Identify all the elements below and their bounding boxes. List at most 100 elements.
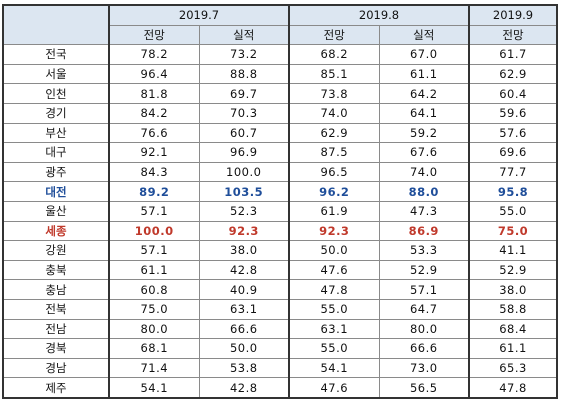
region-cell: 전남 [2,318,110,340]
value-cell: 95.8 [468,181,558,202]
region-cell: 경남 [2,357,110,379]
value-cell: 57.1 [108,240,200,261]
table-body: 2019.7 2019.8 2019.9 전망 실적 전망 실적 전망 전국 78… [2,3,558,399]
value-cell: 70.3 [198,102,290,124]
month-header-2019-9: 2019.9 [468,3,558,26]
value-cell: 38.0 [198,240,290,261]
value-cell: 87.5 [288,142,380,163]
value-cell: 57.1 [108,200,200,222]
value-cell: 69.6 [468,142,558,163]
value-cell: 68.2 [288,44,380,65]
value-cell: 81.8 [108,83,200,104]
value-cell: 52.9 [468,259,558,281]
sub-header-actual: 실적 [198,24,290,46]
value-cell: 64.1 [378,102,470,124]
value-cell: 60.7 [198,122,290,144]
value-cell: 40.9 [198,279,290,300]
value-cell: 55.0 [468,200,558,222]
value-cell: 80.0 [378,318,470,340]
table-row: 세종 100.0 92.3 92.3 86.9 75.0 [2,220,558,242]
value-cell: 73.8 [288,83,380,104]
table-row: 충남 60.8 40.9 47.8 57.1 38.0 [2,279,558,300]
value-cell: 50.0 [198,338,290,359]
value-cell: 75.0 [108,298,200,320]
value-cell: 85.1 [288,63,380,85]
value-cell: 69.7 [198,83,290,104]
table-row: 전국 78.2 73.2 68.2 67.0 61.7 [2,44,558,65]
value-cell: 63.1 [198,298,290,320]
value-cell: 73.2 [198,44,290,65]
value-cell: 61.1 [378,63,470,85]
value-cell: 50.0 [288,240,380,261]
region-cell: 광주 [2,161,110,183]
value-cell: 74.0 [288,102,380,124]
region-cell: 전북 [2,298,110,320]
value-cell: 47.3 [378,200,470,222]
value-cell: 52.3 [198,200,290,222]
value-cell: 60.8 [108,279,200,300]
value-cell: 71.4 [108,357,200,379]
value-cell: 84.2 [108,102,200,124]
region-cell: 서울 [2,63,110,85]
region-cell: 전국 [2,44,110,65]
region-cell: 제주 [2,377,110,399]
value-cell: 64.7 [378,298,470,320]
value-cell: 47.6 [288,377,380,399]
value-cell: 61.1 [468,338,558,359]
value-cell: 61.1 [108,259,200,281]
value-cell: 74.0 [378,161,470,183]
value-cell: 73.0 [378,357,470,379]
region-cell: 부산 [2,122,110,144]
value-cell: 92.3 [198,220,290,242]
table-row: 울산 57.1 52.3 61.9 47.3 55.0 [2,200,558,222]
value-cell: 60.4 [468,83,558,104]
value-cell: 88.8 [198,63,290,85]
region-cell: 충북 [2,259,110,281]
table-row: 광주 84.3 100.0 96.5 74.0 77.7 [2,161,558,183]
data-table: 2019.7 2019.8 2019.9 전망 실적 전망 실적 전망 전국 78… [2,3,558,399]
sub-header-forecast: 전망 [468,24,558,46]
value-cell: 100.0 [108,220,200,242]
region-cell: 세종 [2,220,110,242]
value-cell: 47.8 [288,279,380,300]
sub-header-forecast: 전망 [288,24,380,46]
region-cell: 대전 [2,181,110,202]
value-cell: 58.8 [468,298,558,320]
value-cell: 96.5 [288,161,380,183]
value-cell: 75.0 [468,220,558,242]
table-row: 제주 54.1 42.8 47.6 56.5 47.8 [2,377,558,399]
value-cell: 52.9 [378,259,470,281]
table-row: 전북 75.0 63.1 55.0 64.7 58.8 [2,298,558,320]
region-cell: 경북 [2,338,110,359]
value-cell: 96.4 [108,63,200,85]
region-cell: 강원 [2,240,110,261]
month-header-2019-8: 2019.8 [288,3,470,26]
table-row: 서울 96.4 88.8 85.1 61.1 62.9 [2,63,558,85]
value-cell: 47.8 [468,377,558,399]
table-row: 충북 61.1 42.8 47.6 52.9 52.9 [2,259,558,281]
value-cell: 63.1 [288,318,380,340]
value-cell: 38.0 [468,279,558,300]
corner-cell [2,4,110,46]
value-cell: 66.6 [198,318,290,340]
table-row: 강원 57.1 38.0 50.0 53.3 41.1 [2,240,558,261]
value-cell: 42.8 [198,259,290,281]
value-cell: 66.6 [378,338,470,359]
table-row: 전남 80.0 66.6 63.1 80.0 68.4 [2,318,558,340]
value-cell: 96.9 [198,142,290,163]
value-cell: 57.1 [378,279,470,300]
table-row: 대전 89.2 103.5 96.2 88.0 95.8 [2,181,558,202]
value-cell: 59.2 [378,122,470,144]
value-cell: 61.9 [288,200,380,222]
value-cell: 54.1 [108,377,200,399]
value-cell: 59.6 [468,102,558,124]
value-cell: 61.7 [468,44,558,65]
value-cell: 41.1 [468,240,558,261]
value-cell: 76.6 [108,122,200,144]
table-row: 경기 84.2 70.3 74.0 64.1 59.6 [2,102,558,124]
value-cell: 42.8 [198,377,290,399]
table-row: 부산 76.6 60.7 62.9 59.2 57.6 [2,122,558,144]
value-cell: 67.6 [378,142,470,163]
value-cell: 89.2 [108,181,200,202]
table-row: 경북 68.1 50.0 55.0 66.6 61.1 [2,338,558,359]
